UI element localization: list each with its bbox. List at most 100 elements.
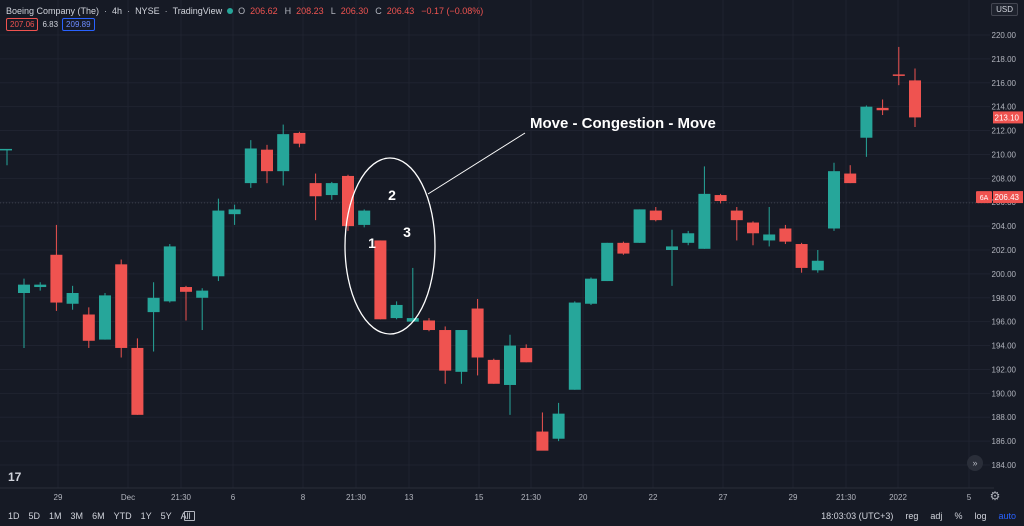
candle	[50, 224, 63, 311]
x-tick-label: 27	[719, 493, 728, 502]
candle-body	[876, 107, 889, 111]
candle	[342, 174, 354, 231]
grid-lines	[0, 0, 990, 488]
timeframe-1y[interactable]: 1Y	[140, 511, 152, 521]
candle	[617, 241, 630, 255]
move-label-3: 3	[403, 224, 411, 240]
candle-body	[487, 359, 500, 384]
y-tick-label: 208.00	[992, 174, 1017, 183]
x-tick-label: 21:30	[171, 493, 192, 502]
timeframe-1m[interactable]: 1M	[49, 511, 62, 521]
candle-body	[66, 293, 79, 304]
candle-body	[552, 413, 565, 439]
timeframe-all[interactable]: All	[180, 511, 191, 521]
y-tick-label: 186.00	[992, 437, 1017, 446]
candle	[423, 318, 435, 332]
bid-ask-chips: 207.06 6.83 209.89	[6, 18, 95, 31]
candle-body	[277, 134, 290, 172]
candle	[471, 298, 484, 376]
candle-body	[50, 254, 63, 303]
timeframe-6m[interactable]: 6M	[92, 511, 105, 521]
candle-body	[423, 320, 435, 331]
timeframe-1d[interactable]: 1D	[8, 511, 20, 521]
candle-body	[860, 106, 873, 138]
y-tick-label: 194.00	[992, 342, 1017, 351]
candle	[568, 301, 581, 390]
symbol-name[interactable]: Boeing Company (The)	[6, 6, 100, 16]
percent-button[interactable]: %	[954, 511, 963, 521]
y-tick-label: 214.00	[992, 103, 1017, 112]
candle-body	[504, 345, 516, 385]
candle-body	[325, 183, 338, 196]
x-tick-label: 5	[967, 493, 972, 502]
currency-selector[interactable]: USD	[991, 3, 1018, 16]
candle	[180, 285, 192, 321]
exchange-label: NYSE	[135, 6, 160, 16]
candle-body	[439, 330, 452, 371]
candle-body	[698, 193, 711, 249]
candle	[876, 99, 889, 116]
y-tick-label: 216.00	[992, 79, 1017, 88]
x-tick-label: 21:30	[346, 493, 367, 502]
scroll-right-icon[interactable]: »	[967, 455, 983, 471]
candles	[18, 46, 921, 451]
candle	[196, 288, 209, 331]
candle-body	[455, 330, 468, 372]
candle	[892, 46, 905, 86]
gear-icon[interactable]: ⚙	[989, 489, 1001, 503]
last-price-tag-box	[976, 191, 992, 204]
candle	[666, 229, 678, 286]
clock-time[interactable]: 18:03:03 (UTC+3)	[821, 511, 894, 521]
move-label-1: 1	[368, 235, 376, 251]
x-tick-label: 29	[54, 493, 63, 502]
timeframe-5y[interactable]: 5Y	[160, 511, 172, 521]
reg-button[interactable]: reg	[905, 511, 919, 521]
candle-body	[795, 244, 808, 268]
x-tick-label: 20	[579, 493, 588, 502]
candle	[860, 105, 873, 157]
high-price-label: 213.10	[995, 113, 1020, 122]
timeframe-3m[interactable]: 3M	[70, 511, 84, 521]
candle	[828, 162, 840, 231]
auto-button[interactable]: auto	[998, 511, 1016, 521]
candle	[795, 242, 808, 273]
candle-body	[633, 209, 646, 243]
candle	[747, 221, 759, 246]
y-tick-label: 218.00	[992, 55, 1017, 64]
candle-body	[244, 148, 257, 184]
callout-line	[427, 132, 526, 195]
adj-button[interactable]: adj	[930, 511, 943, 521]
interval-label[interactable]: 4h	[112, 6, 123, 16]
tradingview-logo[interactable]: 17	[8, 470, 22, 484]
candle	[682, 230, 695, 246]
timeframe-5d[interactable]: 5D	[28, 511, 41, 521]
calendar-icon[interactable]	[184, 511, 195, 521]
candle	[34, 282, 47, 291]
candle	[390, 301, 403, 320]
candle-body	[568, 302, 581, 390]
close-label: C	[375, 6, 382, 16]
bid-chip[interactable]: 207.06	[6, 18, 39, 31]
candle-body	[763, 234, 776, 241]
candle	[487, 358, 500, 384]
candle-body	[828, 171, 840, 229]
candle-body	[585, 278, 597, 304]
y-tick-label: 190.00	[992, 389, 1017, 398]
candle	[714, 193, 727, 204]
source-label: TradingView	[172, 6, 223, 16]
timeframe-ytd[interactable]: YTD	[113, 511, 132, 521]
candle-body	[844, 173, 857, 184]
ask-chip[interactable]: 209.89	[62, 18, 95, 31]
candle-body	[131, 347, 144, 415]
y-tick-label: 210.00	[992, 150, 1017, 159]
candle	[261, 144, 273, 184]
scale-options: 18:03:03 (UTC+3) reg adj % log auto	[821, 511, 1016, 521]
candle	[406, 267, 419, 322]
high-label: H	[284, 6, 292, 16]
candle	[536, 412, 549, 451]
x-axis: 29 Dec 21:30 6 8 21:30 13 15 21:30 20 22 27 29 21:30 2…	[0, 487, 994, 502]
log-button[interactable]: log	[974, 511, 987, 521]
candle-body	[892, 74, 905, 76]
